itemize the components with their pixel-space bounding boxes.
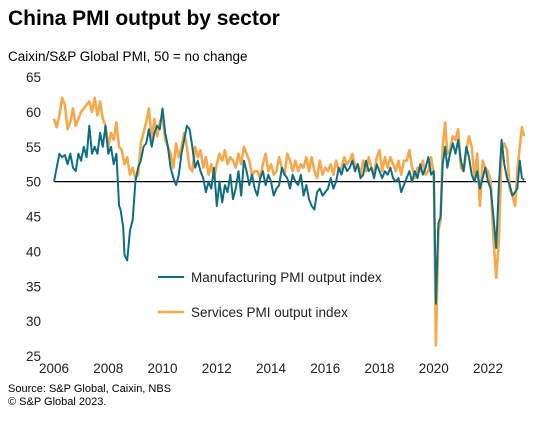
- x-tick-label: 2012: [202, 361, 232, 376]
- y-tick-label: 45: [26, 210, 41, 225]
- legend-label: Services PMI output index: [191, 305, 348, 320]
- x-tick-label: 2010: [147, 361, 177, 376]
- y-tick-label: 35: [26, 279, 41, 294]
- footer: Source: S&P Global, Caixin, NBS © S&P Gl…: [8, 383, 171, 409]
- y-tick-label: 60: [26, 105, 41, 120]
- y-tick-label: 25: [26, 349, 41, 364]
- x-tick-label: 2018: [364, 361, 394, 376]
- copyright-note: © S&P Global 2023.: [8, 396, 107, 408]
- source-note: Source: S&P Global, Caixin, NBS: [8, 383, 172, 395]
- x-tick-label: 2006: [39, 361, 69, 376]
- series-line-manufacturing: [53, 107, 525, 305]
- x-tick-label: 2008: [93, 361, 123, 376]
- legend: Manufacturing PMI output index Services P…: [158, 270, 382, 320]
- y-tick-label: 30: [26, 314, 41, 329]
- chart-title: China PMI output by sector: [8, 7, 280, 30]
- y-tick-label: 40: [26, 244, 41, 259]
- x-tick-label: 2014: [256, 361, 287, 376]
- y-tick-label: 65: [26, 70, 41, 85]
- y-tick-label: 55: [26, 140, 41, 155]
- legend-label: Manufacturing PMI output index: [191, 270, 382, 285]
- y-tick-label: 50: [26, 175, 41, 190]
- x-tick-label: 2020: [419, 361, 449, 376]
- x-tick-label: 2016: [310, 361, 340, 376]
- y-tick-labels: 25 30 35 40 45 50 55 60 65: [26, 70, 41, 364]
- series-lines: [52, 96, 526, 347]
- series-line-services: [52, 96, 526, 347]
- x-tick-label: 2022: [473, 361, 503, 376]
- x-tick-labels: 2006 2008 2010 2012 2014 2016 2018 2020 2022: [39, 361, 503, 376]
- chart-subtitle: Caixin/S&P Global PMI, 50 = no change: [8, 49, 248, 64]
